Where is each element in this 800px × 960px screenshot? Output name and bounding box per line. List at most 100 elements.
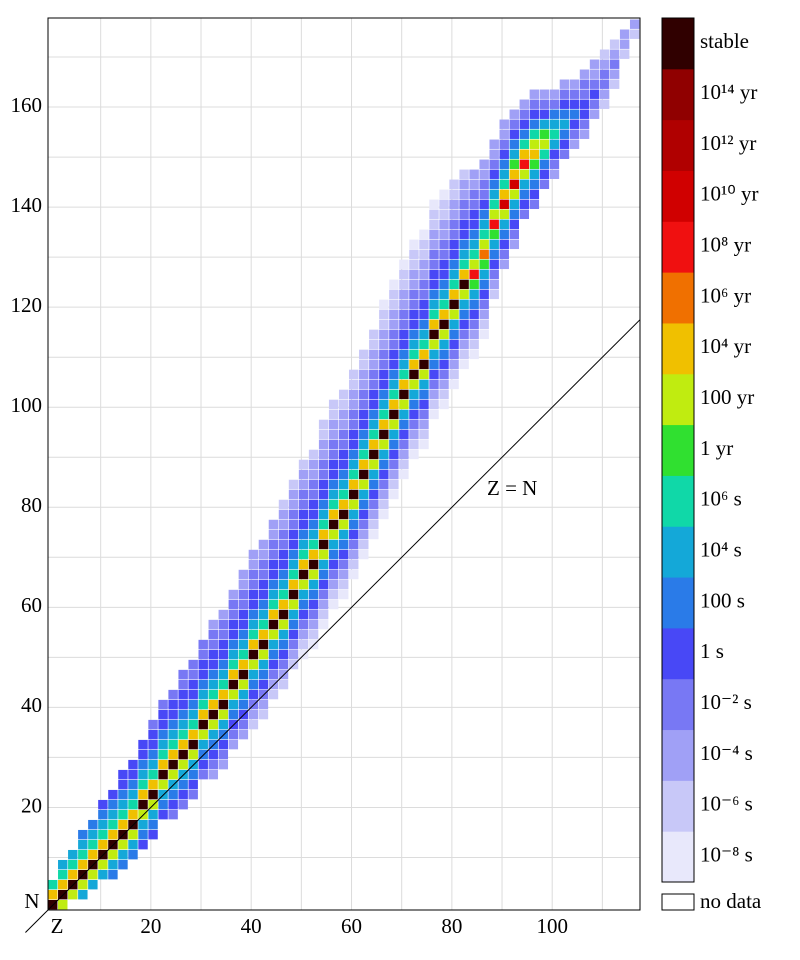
nuclide-cell (308, 519, 319, 530)
nuclide-cell (399, 279, 409, 290)
nuclide-cell (379, 489, 389, 500)
nuclide-cell (389, 419, 399, 430)
nuclide-cell (88, 819, 98, 830)
nuclide-cell (409, 329, 419, 340)
nuclide-cell (439, 239, 449, 250)
nuclide-cell (549, 89, 560, 99)
nuclide-cell (429, 309, 439, 320)
nuclide-cell (268, 549, 279, 560)
nuclide-cell (148, 759, 158, 770)
nuclide-cell (499, 179, 509, 189)
nuclide-cell (278, 559, 289, 570)
colorbar-swatch (662, 373, 694, 426)
nuclide-cell (268, 579, 279, 590)
nuclide-cell (439, 329, 449, 340)
nuclide-cell (98, 819, 108, 830)
nuclide-cell (158, 709, 168, 720)
nuclide-cell (519, 99, 530, 109)
nuclide-cell (449, 269, 459, 280)
nuclide-cell (469, 319, 479, 330)
nuclide-cell (228, 689, 239, 700)
nuclide-cell (379, 459, 389, 470)
nuclide-cell (469, 169, 479, 179)
nuclide-cell (409, 409, 419, 420)
nuclide-cell (288, 639, 299, 650)
nuclide-cell (429, 349, 439, 360)
nuclide-cell (379, 369, 389, 380)
nuclide-cell (228, 739, 239, 750)
nuclide-cell (178, 689, 188, 700)
nuclide-cell (539, 99, 550, 109)
colorbar-label: 10¹⁰ yr (700, 182, 758, 206)
nuclide-cell (359, 529, 369, 540)
nuclide-cell (399, 269, 409, 280)
nuclide-cell (389, 329, 399, 340)
colorbar-label: 10⁻² s (700, 690, 752, 714)
nuclide-cell (278, 539, 289, 550)
nuclide-cell (419, 419, 429, 430)
nuclide-cell (449, 219, 459, 230)
nuclide-cell (328, 399, 339, 410)
nuclide-cell (238, 629, 249, 640)
nuclide-cell (248, 669, 259, 680)
nuclide-cell (439, 339, 449, 350)
nuclide-cell (198, 719, 208, 730)
nuclide-cell (228, 619, 239, 630)
nuclide-cell (278, 609, 289, 620)
nuclide-cell (469, 309, 479, 320)
nuclide-cell (248, 679, 259, 690)
nuclide-cell (338, 419, 349, 430)
nuclide-cell (389, 299, 399, 310)
nuclide-cell (359, 439, 369, 450)
nuclide-cell (118, 769, 128, 780)
nuclide-cell (118, 809, 128, 820)
nuclide-cell (318, 559, 329, 570)
nuclide-cell (138, 819, 148, 830)
nuclide-cell (258, 609, 269, 620)
nuclide-cell (419, 319, 429, 330)
nuclide-cell (549, 159, 560, 169)
nuclide-cell (469, 199, 479, 210)
nuclide-cell (288, 509, 299, 520)
nuclide-cell (369, 359, 379, 370)
nuclide-cell (389, 469, 399, 480)
nuclide-cell (409, 349, 419, 360)
nuclide-cell (338, 399, 349, 410)
nuclide-cell (539, 139, 550, 149)
nuclide-cell (399, 379, 409, 390)
nuclide-cell (258, 619, 269, 630)
nuclide-cell (148, 789, 158, 800)
no-data-label: no data (700, 889, 762, 913)
nuclide-cell (399, 399, 409, 410)
nuclide-cell (288, 619, 299, 630)
nuclide-cell (499, 149, 509, 159)
nuclide-cell (429, 249, 439, 260)
nuclide-cell (278, 549, 289, 560)
nuclide-cell (298, 579, 309, 590)
nuclide-cell (479, 319, 489, 330)
nuclide-cell (389, 339, 399, 350)
nuclide-cell (359, 489, 369, 500)
nuclide-cell (429, 399, 439, 410)
nuclide-cell (48, 889, 58, 900)
y-tick-label: 80 (21, 493, 42, 517)
nuclide-cell (338, 589, 349, 600)
nuclide-cell (258, 539, 269, 550)
nuclide-cell (629, 19, 640, 29)
nuclide-cell (78, 829, 88, 840)
nuclide-cell (128, 779, 138, 790)
nuclide-cell (509, 149, 519, 159)
nuclide-cell (338, 439, 349, 450)
nuclide-cell (258, 679, 269, 690)
nuclide-cell (338, 499, 349, 510)
nuclide-cell (108, 849, 118, 860)
nuclide-cell (158, 699, 168, 710)
nuclide-cell (459, 229, 469, 240)
nuclide-cell (369, 509, 379, 520)
nuclide-cell (479, 269, 489, 280)
nuclide-cell (549, 109, 560, 119)
nuclide-cell (268, 539, 279, 550)
nuclide-cell (499, 239, 509, 250)
nuclide-cell (168, 739, 178, 750)
nuclide-cell (369, 389, 379, 400)
